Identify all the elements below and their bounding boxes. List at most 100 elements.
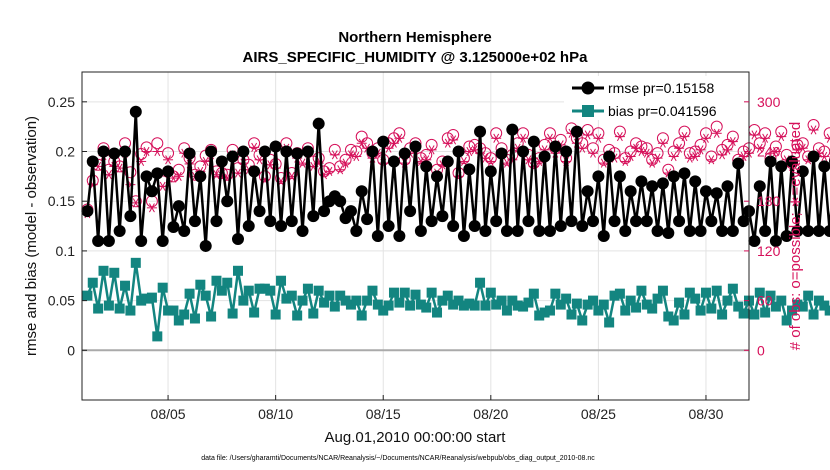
evaluated-obs-point [141, 146, 152, 157]
rmse-series [81, 105, 830, 252]
evaluated-obs-point [657, 138, 668, 148]
evaluated-obs-point [722, 145, 733, 155]
bias-point [765, 290, 776, 301]
evaluated-obs-point [464, 146, 475, 157]
bias-point [787, 305, 798, 316]
rmse-point [527, 135, 540, 148]
rmse-point [135, 234, 148, 247]
bias-point [362, 295, 373, 306]
rmse-point [463, 163, 476, 176]
evaluated-obs-point [679, 132, 690, 142]
rmse-point [812, 225, 825, 238]
rmse-point [635, 175, 648, 188]
bias-point [405, 300, 416, 311]
rmse-point [102, 234, 115, 247]
bias-point [351, 295, 362, 306]
bias-point [259, 283, 270, 294]
rmse-point [726, 225, 739, 238]
legend: rmse pr=0.15158 bias pr=0.041596 [564, 76, 744, 120]
evaluated-obs-point [254, 155, 265, 165]
rmse-point [291, 147, 304, 160]
bias-point [216, 285, 227, 296]
evaluated-obs-point [684, 153, 695, 163]
bias-point [308, 308, 319, 319]
rmse-point [759, 225, 772, 238]
rmse-point [350, 225, 363, 238]
rmse-point [624, 185, 637, 198]
bias-point [544, 305, 555, 316]
possible-obs-point [710, 120, 723, 133]
rmse-point [452, 145, 465, 158]
evaluated-obs-point [797, 143, 808, 153]
bias-point [179, 309, 190, 320]
bias-point [324, 290, 335, 301]
bias-point [238, 295, 249, 306]
rmse-point [818, 160, 830, 173]
y-tick-label: 0.1 [56, 243, 76, 259]
bias-point [453, 295, 464, 306]
y-tick-label: 0.05 [48, 293, 75, 309]
bias-point [146, 292, 157, 303]
x-tick-label: 08/30 [688, 406, 723, 422]
bias-point [227, 308, 238, 319]
rmse-point [748, 234, 761, 247]
bias-point [631, 302, 642, 313]
rmse-point [156, 234, 169, 247]
bias-point [475, 277, 486, 288]
bias-point [469, 300, 480, 311]
rmse-point [404, 205, 417, 218]
bias-point [555, 299, 566, 310]
rmse-point [490, 215, 503, 228]
bias-point [485, 287, 496, 298]
rmse-point [188, 215, 201, 228]
bias-point [722, 295, 733, 306]
bias-point [243, 285, 254, 296]
evaluated-obs-point [647, 158, 658, 168]
rmse-point [786, 155, 799, 168]
data-file-footnote: data file: /Users/gharamti/Documents/NCA… [201, 455, 595, 462]
bias-point [668, 315, 679, 326]
bias-point [82, 290, 93, 301]
evaluated-obs-point [200, 156, 211, 167]
right-y-tick-label: 240 [757, 144, 781, 160]
legend-rmse-marker [581, 81, 595, 95]
bias-point [717, 309, 728, 320]
chart-title: Northern Hemisphere [338, 29, 491, 46]
rmse-point [167, 221, 180, 234]
bias-point [528, 288, 539, 299]
rmse-point [656, 177, 669, 190]
bias-point [539, 307, 550, 318]
evaluated-obs-point [614, 132, 625, 142]
bias-point [426, 287, 437, 298]
bias-point [211, 275, 222, 286]
bias-point [410, 289, 421, 300]
rmse-point [409, 140, 422, 153]
rmse-point [737, 215, 750, 228]
bias-point [781, 315, 792, 326]
rmse-point [705, 215, 718, 228]
bias-point [173, 315, 184, 326]
possible-obs-point [275, 172, 288, 185]
evaluated-obs-point [700, 133, 711, 143]
bias-point [254, 283, 265, 294]
rmse-point [662, 227, 675, 240]
bias-point [421, 302, 432, 313]
bias-point [437, 295, 448, 306]
y-tick-label: 0.2 [56, 144, 76, 160]
bias-point [399, 287, 410, 298]
bias-point [200, 290, 211, 301]
right-y-tick-label: 60 [757, 293, 773, 309]
right-y-tick-label: 120 [757, 243, 781, 259]
possible-obs-point [258, 170, 271, 183]
rmse-point [318, 205, 331, 218]
bias-point [340, 295, 351, 306]
bias-point [512, 300, 523, 311]
bias-point [824, 305, 830, 316]
bias-point [813, 295, 824, 306]
rmse-point [447, 220, 460, 233]
bias-point [249, 307, 260, 318]
rmse-point [387, 155, 400, 168]
bias-point [550, 288, 561, 299]
rmse-point [382, 220, 395, 233]
evaluated-obs-point [668, 151, 679, 162]
